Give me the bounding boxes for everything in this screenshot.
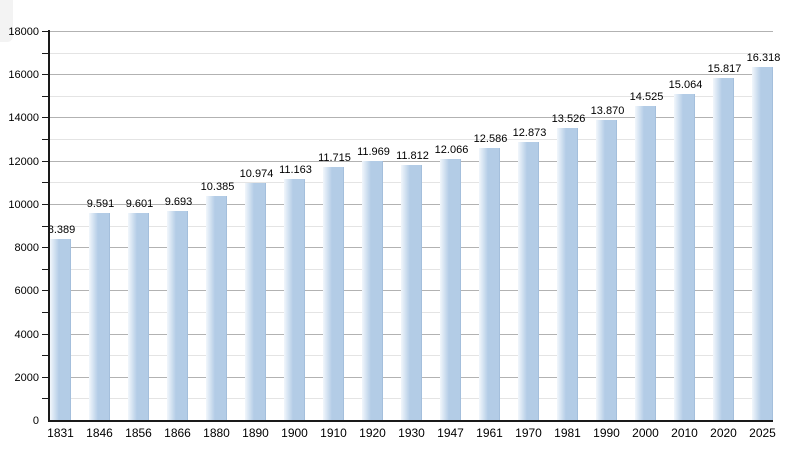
- y-axis-tick: [42, 31, 48, 32]
- x-axis-label-1970: 1970: [515, 426, 542, 440]
- bar-2020: [713, 78, 734, 420]
- y-axis-label: 0: [32, 415, 39, 427]
- bar-1856: [128, 213, 149, 420]
- y-axis-tick: [42, 290, 48, 292]
- bar-value-label: 12.066: [434, 144, 469, 156]
- bar-1970: [518, 142, 539, 420]
- x-axis-label-1880: 1880: [203, 426, 230, 440]
- y-axis-tick: [42, 160, 48, 162]
- gridline-major: [50, 117, 773, 119]
- x-axis-label-2010: 2010: [671, 426, 698, 440]
- bar-1930: [401, 165, 422, 420]
- y-axis-tick: [42, 74, 48, 76]
- x-axis-label-2025: 2025: [749, 426, 776, 440]
- y-axis-tick: [42, 333, 48, 335]
- plot-area: 8.389 9.591 9.601 9.693 10.385 10.974 11.163 11…: [47, 31, 780, 420]
- bar-value-label: 11.812: [396, 150, 429, 162]
- bar-1910: [323, 167, 344, 420]
- y-axis-tick: [42, 52, 48, 54]
- bar-value-label: 11.163: [279, 164, 312, 176]
- bar-value-label: 15.817: [707, 63, 742, 75]
- bar-value-label: 14.525: [629, 91, 664, 103]
- y-axis-tick: [42, 182, 48, 184]
- y-axis-label: 16000: [8, 69, 39, 82]
- y-axis-tick: [42, 95, 48, 97]
- y-axis-tick: [42, 268, 48, 270]
- bar-1981: [557, 128, 578, 420]
- bar-1961: [479, 148, 500, 420]
- bar-value-label: 16.318: [746, 52, 781, 64]
- y-axis-label: 4000: [14, 328, 39, 341]
- bar-1920: [362, 161, 383, 420]
- y-axis-label: 12000: [8, 155, 39, 168]
- x-axis-label-1856: 1856: [125, 426, 152, 440]
- x-axis-label-1981: 1981: [554, 426, 581, 440]
- gridline-major: [50, 160, 773, 162]
- gridline-major: [50, 31, 773, 32]
- x-axis-label-1900: 1900: [281, 426, 308, 440]
- x-axis-label-2000: 2000: [632, 426, 659, 440]
- bar-1890: [245, 183, 266, 420]
- y-axis-label: 18000: [8, 26, 39, 38]
- bar-1846: [89, 213, 110, 420]
- bar-2025: [752, 67, 773, 420]
- bar-1947: [440, 159, 461, 420]
- y-axis-tick: [42, 117, 48, 119]
- bar-value-label: 12.586: [473, 133, 508, 145]
- y-axis-line: [48, 30, 50, 422]
- bar-value-label: 11.715: [318, 152, 351, 164]
- x-axis-label-1866: 1866: [164, 426, 191, 440]
- bar-value-label: 13.870: [590, 105, 625, 117]
- y-axis-tick: [42, 376, 48, 378]
- x-axis-label-1961: 1961: [476, 426, 503, 440]
- y-axis-label: 6000: [14, 285, 39, 298]
- y-axis-tick: [42, 311, 48, 313]
- bar-value-label: 11.969: [357, 146, 390, 158]
- bar-value-label: 15.064: [668, 79, 703, 91]
- x-axis-label-1890: 1890: [242, 426, 269, 440]
- x-axis-label-1831: 1831: [47, 426, 74, 440]
- bar-1990: [596, 120, 617, 420]
- y-axis-label: 10000: [8, 198, 39, 211]
- y-axis-tick: [42, 203, 48, 205]
- x-axis-label-1990: 1990: [593, 426, 620, 440]
- y-axis-tick: [42, 225, 48, 227]
- gridline-major: [50, 74, 773, 76]
- x-axis-label-1846: 1846: [86, 426, 113, 440]
- x-axis-label-1947: 1947: [437, 426, 464, 440]
- bar-1831: [50, 239, 71, 420]
- x-axis-label-1930: 1930: [398, 426, 425, 440]
- y-axis-label: 8000: [14, 242, 39, 255]
- bar-1880: [206, 196, 227, 420]
- bar-value-label: 10.385: [200, 181, 235, 193]
- gridline-minor: [50, 139, 773, 141]
- bar-value-label: 9.591: [86, 198, 115, 210]
- y-axis-label: 2000: [14, 371, 39, 384]
- bar-value-label: 9.601: [125, 198, 154, 210]
- gridline-minor: [50, 95, 773, 97]
- bar-1866: [167, 211, 188, 420]
- y-axis-tick: [42, 355, 48, 357]
- x-axis-line: [48, 420, 773, 422]
- bar-value-label: 13.526: [551, 113, 586, 125]
- y-axis-label: 14000: [8, 112, 39, 125]
- gridline-minor: [50, 52, 773, 54]
- y-axis-tick: [42, 247, 48, 249]
- bar-2010: [674, 94, 695, 420]
- y-axis-tick: [42, 139, 48, 141]
- bar-value-label: 12.873: [512, 127, 547, 139]
- x-axis-label-1920: 1920: [359, 426, 386, 440]
- y-axis-tick: [42, 398, 48, 400]
- x-axis-label-1910: 1910: [320, 426, 347, 440]
- bar-1900: [284, 179, 305, 420]
- bar-2000: [635, 106, 656, 420]
- bar-value-label: 10.974: [239, 168, 274, 180]
- bar-value-label: 9.693: [164, 196, 193, 208]
- corner-artifact: [0, 0, 13, 42]
- bar-value-label: 8.389: [47, 224, 76, 236]
- x-axis-label-2020: 2020: [710, 426, 737, 440]
